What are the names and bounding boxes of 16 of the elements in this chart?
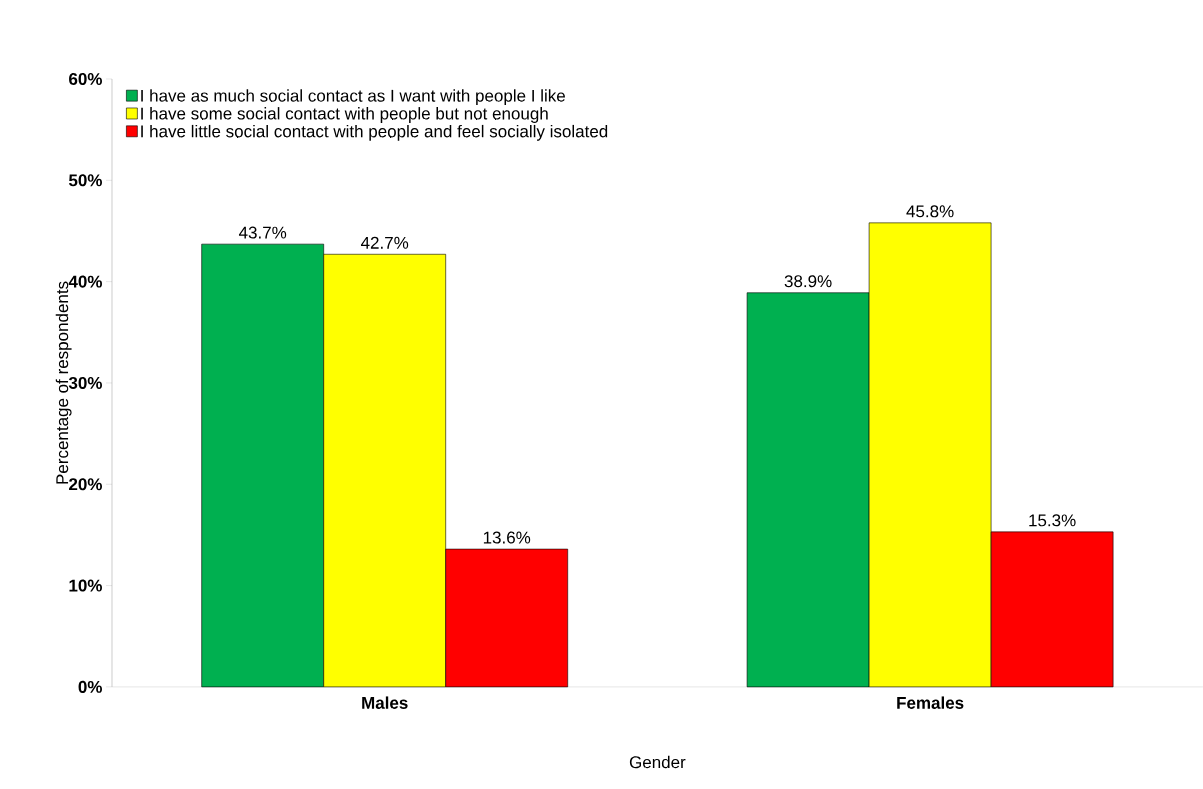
- x-tick-label: Females: [897, 696, 964, 709]
- legend-label: I have little social contact with people and feel socially isolated: [141, 124, 608, 141]
- data-label: 15.3%: [1029, 514, 1076, 527]
- y-tick-label: 50%: [68, 174, 102, 187]
- data-label: 38.9%: [784, 275, 832, 288]
- x-axis-title: Gender: [629, 755, 686, 769]
- x-tick-label: Males: [362, 696, 408, 709]
- data-label: 43.7%: [238, 226, 287, 239]
- data-label: 13.6%: [483, 531, 531, 544]
- y-tick-label: 60%: [69, 73, 102, 86]
- y-tick-label: 10%: [69, 579, 102, 592]
- data-label: 45.8%: [906, 205, 954, 218]
- y-tick-label: 0%: [78, 680, 102, 693]
- data-label: 42.7%: [360, 236, 409, 249]
- legend-label: I have some social contact with people but not enough: [141, 107, 548, 123]
- legend-label: I have as much social contact as I want with people I like: [141, 89, 565, 106]
